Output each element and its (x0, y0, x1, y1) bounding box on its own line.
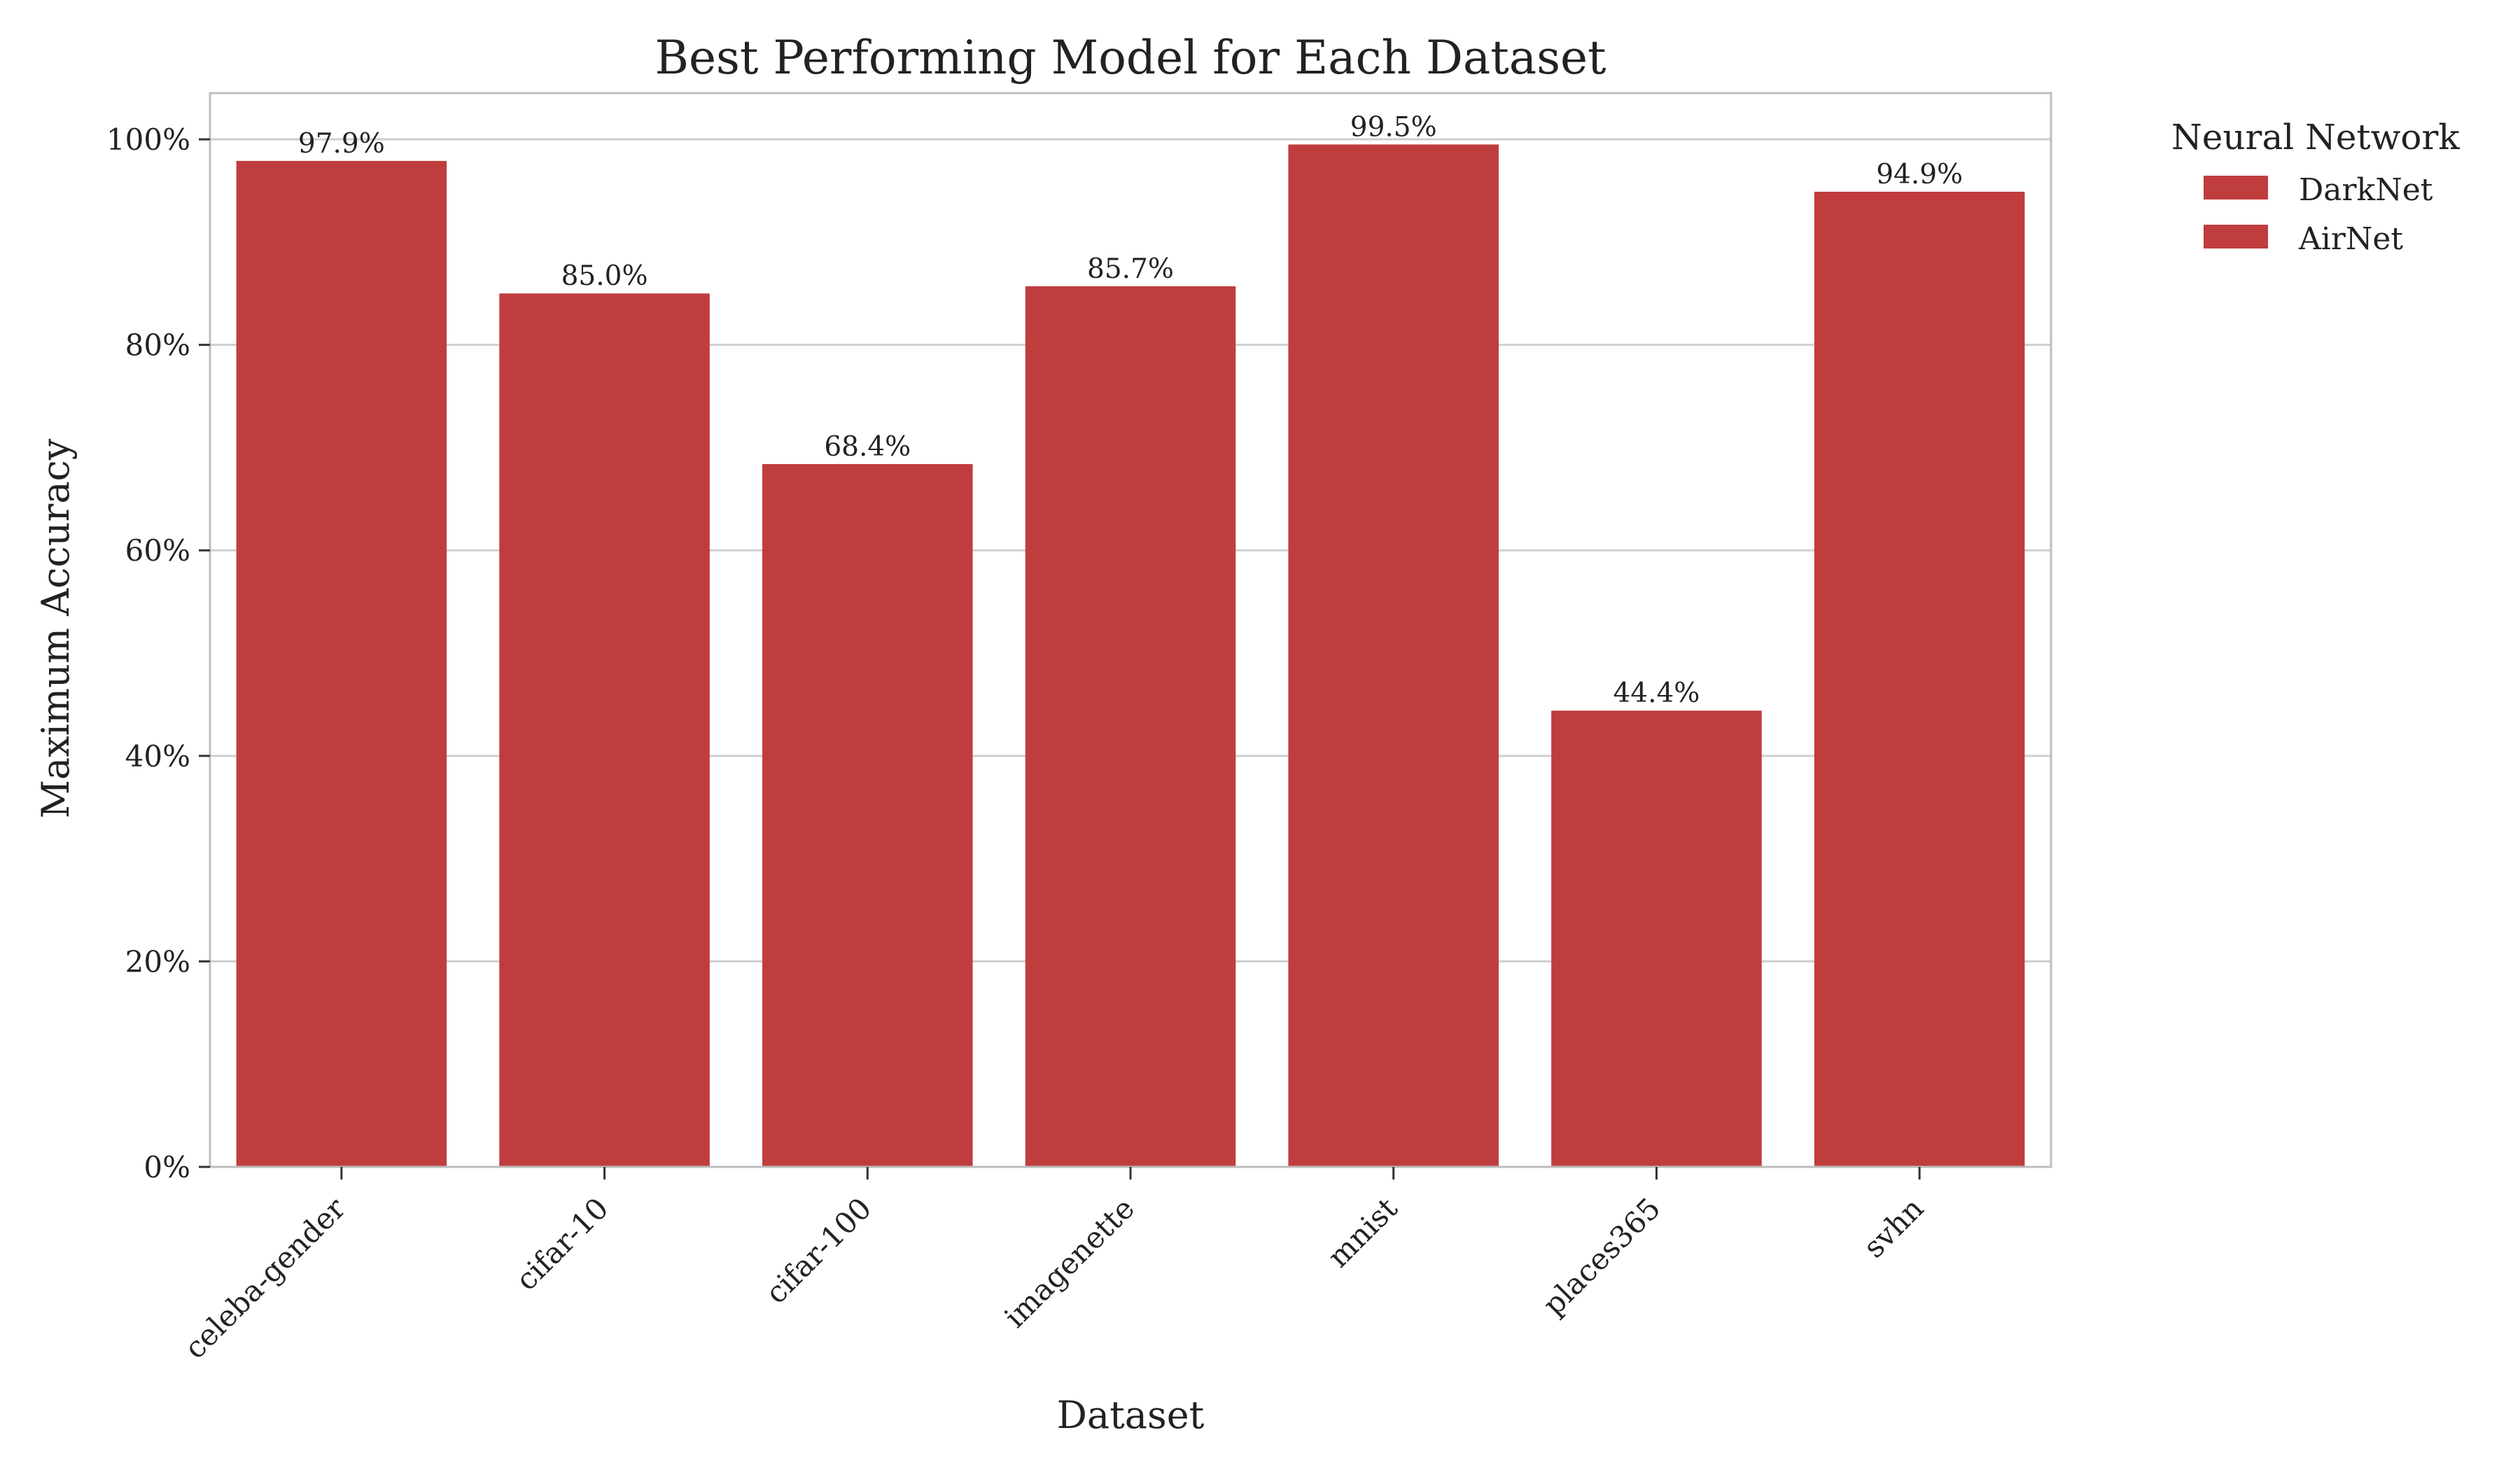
x-tick-label: places365 (1536, 1191, 1667, 1322)
bar-svhn (1814, 191, 2025, 1167)
bar-value-label: 44.4% (1613, 678, 1700, 709)
x-tick-label: svhn (1856, 1191, 1930, 1264)
x-tick-label: mnist (1321, 1191, 1404, 1274)
x-tick-label: cifar-10 (509, 1191, 615, 1297)
y-tick-label: 20% (125, 944, 190, 979)
x-tick-label: cifar-100 (759, 1191, 878, 1310)
bars (236, 144, 2025, 1168)
bar-value-label: 85.7% (1087, 253, 1174, 285)
legend: Neural Network DarkNet AirNet (2171, 117, 2460, 257)
legend-swatch-airnet (2204, 225, 2268, 248)
bar-cifar-100 (762, 463, 973, 1167)
legend-swatch-darknet (2204, 176, 2268, 200)
bar-value-labels: 97.9% 85.0% 68.4% 85.7% 99.5% 44.4% 94.9% (298, 111, 1963, 709)
y-axis-label: Maximum Accuracy (34, 438, 78, 818)
bar-cifar-10 (499, 293, 710, 1168)
y-tick-label: 80% (125, 328, 190, 363)
bar-value-label: 94.9% (1876, 159, 1963, 190)
y-tick-label: 0% (144, 1150, 190, 1184)
bar-value-label: 68.4% (824, 431, 911, 463)
bar-imagenette (1025, 286, 1236, 1168)
chart-title: Best Performing Model for Each Dataset (654, 31, 1606, 85)
bar-places365 (1551, 710, 1762, 1167)
legend-label-airnet: AirNet (2298, 221, 2403, 257)
legend-label-darknet: DarkNet (2299, 172, 2433, 208)
y-axis-ticks: 0% 20% 40% 60% 80% 100% (106, 122, 210, 1184)
x-tick-label: imagenette (997, 1191, 1141, 1334)
y-tick-label: 100% (106, 122, 190, 157)
legend-title: Neural Network (2171, 117, 2460, 158)
bar-mnist (1288, 144, 1499, 1168)
bar-value-label: 99.5% (1350, 111, 1437, 143)
bar-value-label: 97.9% (298, 128, 385, 160)
y-tick-label: 40% (125, 739, 190, 774)
x-axis-label: Dataset (1057, 1393, 1205, 1437)
bar-celeba-gender (236, 160, 447, 1167)
y-tick-label: 60% (125, 533, 190, 568)
x-axis-ticks: celeba-gender cifar-10 cifar-100 imagenette… (178, 1167, 1930, 1366)
bar-value-label: 85.0% (561, 260, 648, 292)
x-tick-label: celeba-gender (178, 1191, 353, 1366)
